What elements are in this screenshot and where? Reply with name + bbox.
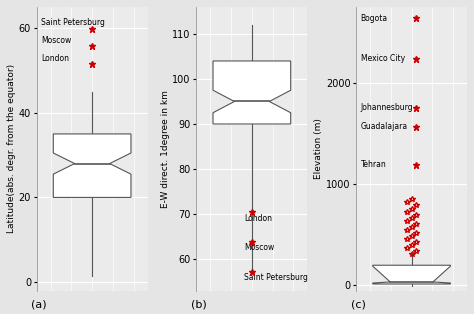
Polygon shape	[373, 265, 450, 284]
Text: London: London	[41, 54, 69, 63]
Text: Moscow: Moscow	[41, 36, 72, 45]
Text: (a): (a)	[31, 300, 47, 310]
Text: Saint Petersburg: Saint Petersburg	[245, 273, 308, 282]
Text: London: London	[245, 214, 273, 223]
Y-axis label: E-W direct. 1degree in km: E-W direct. 1degree in km	[161, 90, 170, 208]
Text: Saint Petersburg: Saint Petersburg	[41, 18, 105, 27]
Text: (c): (c)	[351, 300, 365, 310]
Text: Guadalajara: Guadalajara	[361, 122, 408, 131]
Polygon shape	[53, 134, 131, 198]
Y-axis label: Latitude(abs. degr. from the equator): Latitude(abs. degr. from the equator)	[7, 64, 16, 233]
Text: (b): (b)	[191, 300, 207, 310]
Text: Mexico City: Mexico City	[361, 54, 405, 63]
Text: Moscow: Moscow	[245, 243, 275, 252]
Text: Johannesburg: Johannesburg	[361, 103, 413, 112]
Text: Bogota: Bogota	[361, 14, 388, 23]
Text: Tehran: Tehran	[361, 160, 386, 169]
Polygon shape	[213, 61, 291, 124]
Y-axis label: Elevation (m): Elevation (m)	[314, 118, 323, 179]
